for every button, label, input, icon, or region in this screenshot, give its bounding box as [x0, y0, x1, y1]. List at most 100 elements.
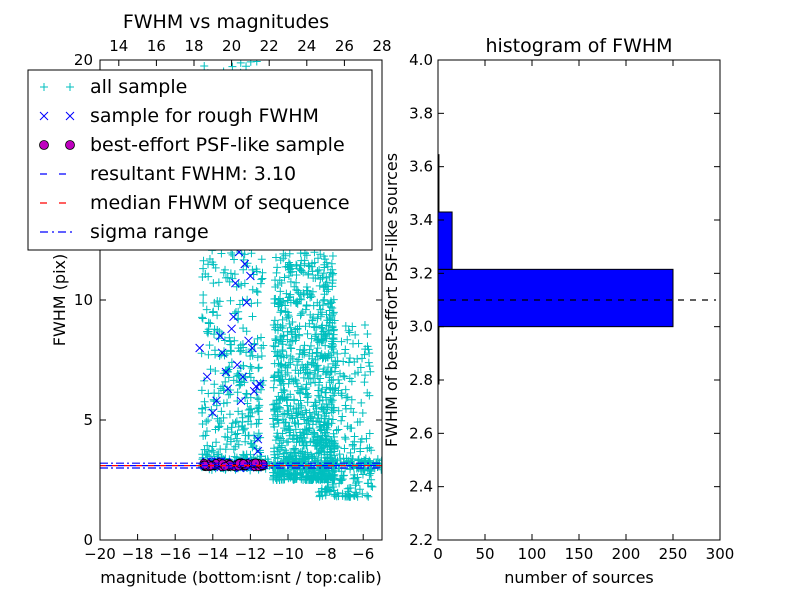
- all-sample-point: [285, 341, 294, 350]
- all-sample-point: [293, 286, 302, 295]
- all-sample-point: [257, 255, 266, 264]
- all-sample-point: [315, 381, 324, 389]
- all-sample-point: [364, 358, 373, 367]
- all-sample-point: [306, 293, 315, 302]
- all-sample-point: [319, 269, 328, 278]
- all-sample-point: [294, 355, 303, 364]
- all-sample-point: [302, 419, 311, 428]
- all-sample-point: [237, 281, 246, 290]
- all-sample-point: [361, 371, 370, 380]
- all-sample-point: [328, 334, 337, 343]
- all-sample-point: [340, 372, 349, 381]
- all-sample-point: [294, 399, 303, 408]
- all-sample-point: [317, 403, 326, 412]
- all-sample-point: [274, 392, 283, 401]
- all-sample-point: [299, 346, 308, 355]
- rough-fwhm-point: [238, 372, 248, 382]
- all-sample-point: [349, 454, 358, 463]
- all-sample-point: [317, 308, 326, 317]
- all-sample-point: [292, 278, 301, 287]
- all-sample-point: [292, 260, 301, 269]
- all-sample-point: [226, 386, 235, 395]
- all-sample-point: [284, 260, 293, 269]
- all-sample-point: [330, 491, 339, 500]
- all-sample-point: [245, 369, 254, 378]
- all-sample-point: [309, 322, 318, 331]
- all-sample-point: [209, 279, 218, 288]
- all-sample-point: [225, 277, 234, 286]
- all-sample-point: [349, 339, 358, 348]
- legend-handle-marker: [39, 111, 49, 121]
- all-sample-point: [286, 262, 295, 271]
- all-sample-point: [373, 455, 382, 464]
- rough-fwhm-point: [223, 384, 233, 394]
- all-sample-point: [223, 367, 232, 376]
- all-sample-point: [321, 341, 330, 350]
- rough-fwhm-point: [227, 324, 236, 334]
- all-sample-point: [232, 417, 241, 426]
- all-sample-point: [253, 394, 262, 403]
- all-sample-point: [211, 367, 220, 376]
- all-sample-point: [350, 357, 359, 366]
- all-sample-point: [202, 450, 211, 459]
- rough-fwhm-point: [255, 379, 265, 389]
- histogram-y-tick-label: 3.2: [409, 264, 433, 282]
- all-sample-point: [343, 335, 352, 344]
- all-sample-point: [272, 432, 281, 441]
- scatter-x-tick-label: −8: [315, 545, 337, 563]
- all-sample-point: [204, 389, 213, 398]
- all-sample-point: [319, 336, 328, 345]
- all-sample-point: [234, 440, 243, 449]
- all-sample-point: [314, 417, 323, 426]
- all-sample-point: [291, 465, 300, 474]
- all-sample-point: [306, 341, 315, 350]
- all-sample-point: [210, 298, 219, 307]
- all-sample-point: [221, 265, 230, 274]
- rough-fwhm-point: [217, 348, 227, 358]
- all-sample-point: [305, 408, 314, 417]
- all-sample-point: [358, 409, 367, 418]
- all-sample-point: [364, 492, 373, 501]
- all-sample-point: [197, 386, 206, 395]
- all-sample-point: [279, 331, 288, 340]
- all-sample-point: [313, 361, 322, 370]
- scatter-x-tick-label: −14: [197, 545, 229, 563]
- all-sample-point: [300, 434, 309, 443]
- all-sample-point: [334, 406, 343, 415]
- all-sample-point: [287, 328, 296, 337]
- all-sample-point: [306, 412, 315, 421]
- all-sample-point: [273, 263, 282, 272]
- all-sample-point: [273, 320, 282, 329]
- all-sample-point: [330, 325, 339, 334]
- all-sample-point: [308, 287, 317, 296]
- all-sample-point: [349, 474, 358, 483]
- scatter-top-x-tick-label: 26: [335, 37, 354, 55]
- all-sample-point: [199, 256, 208, 265]
- all-sample-point: [216, 384, 225, 393]
- all-sample-point: [277, 366, 286, 375]
- all-sample-point: [333, 349, 342, 358]
- all-sample-point: [257, 351, 266, 360]
- histogram-x-tick-label: 150: [565, 545, 594, 563]
- rough-fwhm-point: [253, 434, 263, 444]
- all-sample-point: [270, 299, 279, 308]
- all-sample-point: [238, 409, 247, 418]
- all-sample-point: [283, 327, 292, 336]
- scatter-plot-fwhm-vs-magnitude: FWHM vs magnitudes −20 −18 −16 −14 −12 −10 −8−…: [27, 11, 392, 587]
- all-sample-point: [229, 376, 238, 385]
- all-sample-point: [274, 359, 283, 368]
- legend-entry-best-effort-psf-like-sample: best-effort PSF-like sample: [90, 134, 345, 156]
- all-sample-point: [202, 417, 211, 426]
- all-sample-point: [287, 344, 296, 353]
- histogram-y-tick-label: 3.4: [409, 211, 433, 229]
- all-sample-point: [254, 403, 263, 412]
- rough-fwhm-point: [195, 343, 204, 353]
- all-sample-point: [254, 429, 263, 438]
- all-sample-point: [295, 264, 304, 273]
- rough-fwhm-point: [244, 336, 253, 346]
- scatter-x-tick-label: −18: [122, 545, 154, 563]
- all-sample-point: [201, 269, 210, 278]
- all-sample-point: [313, 372, 322, 381]
- all-sample-point: [338, 412, 347, 421]
- all-sample-point: [221, 377, 230, 386]
